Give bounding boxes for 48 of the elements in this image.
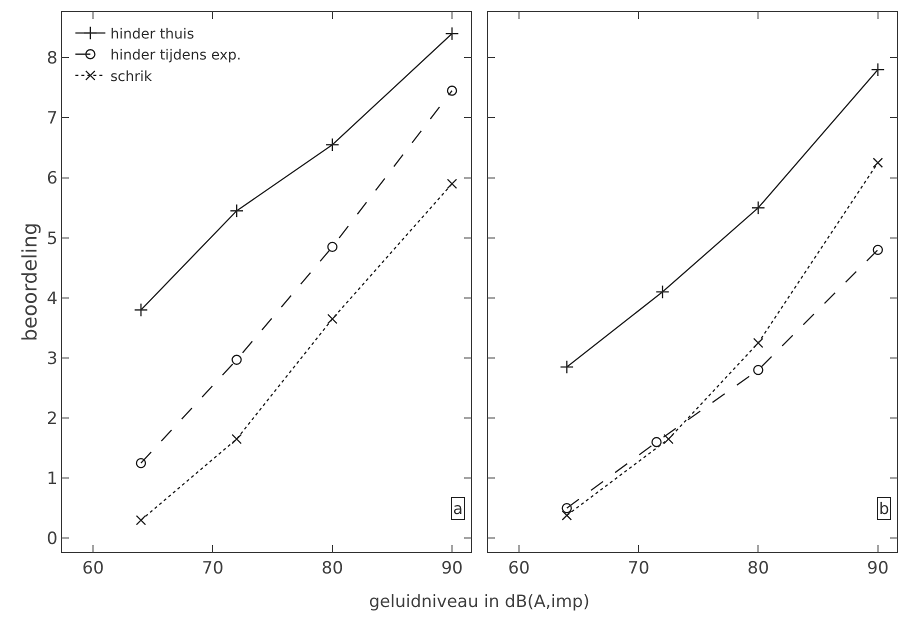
point	[562, 510, 572, 521]
x-tick-label: 80	[747, 558, 770, 578]
point	[232, 354, 242, 365]
y-tick-label: 2	[46, 409, 58, 429]
point	[232, 434, 242, 444]
x-axis-title: geluidniveau in dB(A,imp)	[369, 592, 590, 612]
x-tick-label: 90	[441, 558, 463, 578]
y-axis-title: beoordeling	[17, 222, 42, 342]
y-tick-label: 6	[46, 168, 58, 189]
point	[446, 178, 458, 189]
point	[753, 338, 764, 348]
annotation: a	[453, 499, 463, 518]
x-tick-label: 90	[867, 558, 889, 578]
point	[445, 26, 459, 41]
point	[136, 515, 146, 526]
annotation: b	[879, 499, 890, 518]
point	[446, 86, 458, 96]
x-tick-label: 60	[82, 558, 104, 578]
point	[230, 204, 244, 218]
point	[134, 302, 148, 317]
point	[560, 360, 574, 374]
y-tick-label: 1	[46, 469, 58, 490]
x-tick-label: 70	[202, 558, 224, 578]
x-tick-label: 80	[322, 558, 344, 578]
point	[656, 284, 670, 299]
x-tick-label: 70	[628, 558, 650, 578]
point	[753, 364, 764, 376]
y-tick-label: 5	[46, 228, 58, 249]
point	[562, 503, 572, 514]
point	[751, 200, 766, 215]
legend-label: hinder tijdens exp.	[110, 48, 242, 64]
point	[870, 62, 885, 77]
point	[651, 436, 662, 448]
point	[327, 314, 338, 324]
y-tick-label: 8	[46, 48, 58, 69]
x-tick-label: 60	[508, 558, 530, 578]
legend-label: hinder thuis	[110, 26, 194, 42]
point	[325, 138, 340, 152]
y-tick-label: 7	[46, 108, 58, 129]
y-tick-label: 0	[46, 529, 58, 550]
point	[663, 434, 674, 444]
point	[872, 158, 884, 168]
point	[327, 242, 338, 252]
legend-label: schrik	[110, 68, 153, 85]
point	[136, 458, 146, 468]
point	[872, 244, 884, 256]
y-tick-label: 3	[46, 348, 58, 369]
y-tick-label: 4	[46, 288, 58, 309]
